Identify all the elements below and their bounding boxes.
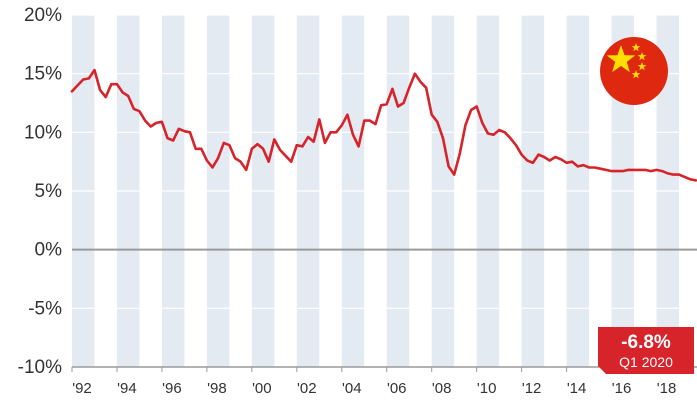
x-tick-label: '02 — [297, 380, 317, 397]
flag-small-star — [631, 43, 641, 52]
x-tick-label: '14 — [567, 380, 587, 397]
y-tick-label: 5% — [35, 181, 63, 202]
flag-small-star — [631, 70, 641, 79]
x-tick-label: '92 — [72, 380, 92, 397]
x-tick-label: '10 — [477, 380, 497, 397]
y-axis-ticks: 20% 15% 10% 5% 0% -5% -10% — [18, 5, 62, 378]
y-tick-label: 20% — [24, 5, 62, 26]
gridlines — [72, 14, 697, 368]
x-tick-label: '08 — [432, 380, 452, 397]
y-tick-label: -10% — [18, 357, 62, 378]
x-tick-label: '98 — [207, 380, 227, 397]
callout-box — [598, 327, 694, 374]
y-tick-label: 0% — [35, 240, 63, 261]
callout-period: Q1 2020 — [619, 354, 673, 370]
series-layer — [70, 68, 697, 182]
callout-value: -6.8% — [621, 332, 671, 353]
flag-big-star — [606, 45, 636, 73]
x-tick-label: '94 — [117, 380, 137, 397]
x-tick-label: '04 — [342, 380, 362, 397]
x-tick-label: '00 — [252, 380, 272, 397]
china-flag-icon — [600, 37, 668, 105]
q1-2020-callout: -6.8% Q1 2020 — [598, 327, 694, 374]
x-tick-label: '06 — [387, 380, 407, 397]
y-tick-label: 15% — [24, 64, 62, 85]
flag-small-star — [637, 62, 647, 71]
x-axis-ticks: '92 '94 '96 '98 '00 '02 '04 '06 '08 '10 '12 '14 '16 '… — [71, 367, 677, 397]
x-tick-label: '16 — [612, 380, 632, 397]
x-tick-label: '18 — [657, 380, 677, 397]
x-tick-label: '96 — [162, 380, 182, 397]
x-tick-label: '12 — [522, 380, 542, 397]
series-line — [70, 68, 697, 182]
y-tick-label: 10% — [24, 122, 62, 143]
flag-small-star — [637, 52, 647, 61]
y-tick-label: -5% — [28, 298, 62, 319]
